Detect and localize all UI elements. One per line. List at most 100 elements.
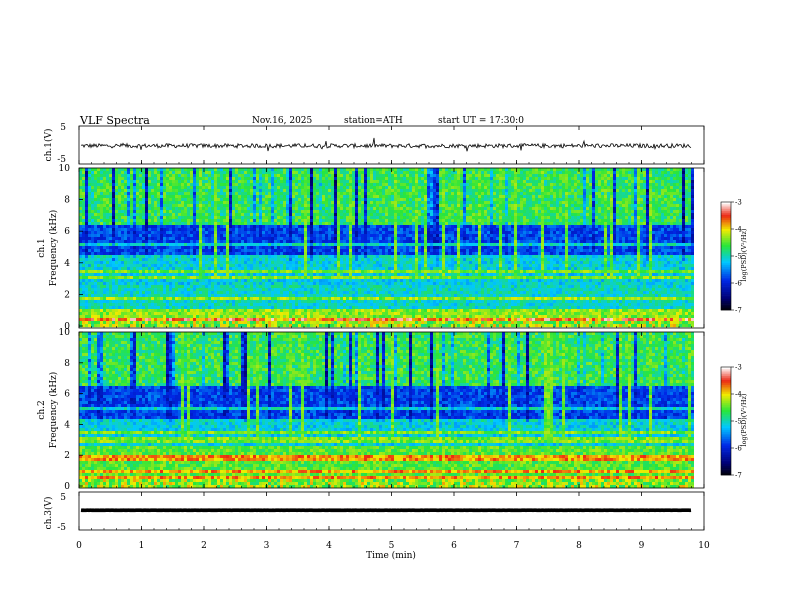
ch1-spectrogram-cell: [256, 171, 259, 175]
ch1-spectrogram-cell: [226, 228, 229, 232]
ch1-spectrogram-cell: [178, 312, 181, 316]
ch1-spectrogram-cell: [211, 225, 214, 229]
ch1-spectrogram-cell: [337, 189, 340, 193]
ch1-spectrogram-cell: [253, 225, 256, 229]
ch1-spectrogram-cell: [187, 273, 190, 277]
ch1-spectrogram-cell: [133, 252, 136, 256]
ch1-spectrogram-cell: [196, 264, 199, 268]
ch1-spectrogram-cell: [163, 258, 166, 262]
ch1-spectrogram-cell: [97, 252, 100, 256]
ch1-spectrogram-cell: [262, 273, 265, 277]
ch1-spectrogram-cell: [286, 276, 289, 280]
ch1-spectrogram-cell: [208, 189, 211, 193]
ch1-spectrogram-cell: [361, 168, 364, 172]
ch1-spectrogram-cell: [199, 303, 202, 307]
ch1-spectrogram-cell: [160, 294, 163, 298]
ch1-spectrogram-cell: [256, 267, 259, 271]
ch1-spectrogram-cell: [157, 321, 160, 325]
ch1-spectrogram-cell: [295, 297, 298, 301]
ch1-spectrogram-cell: [166, 249, 169, 253]
ch1-spectrogram-cell: [304, 312, 307, 316]
ch1-spectrogram-cell: [166, 276, 169, 280]
ch1-spectrogram-cell: [91, 258, 94, 262]
ch1-spectrogram-cell: [247, 273, 250, 277]
ch1-spectrogram-cell: [181, 264, 184, 268]
ch1-spectrogram-cell: [91, 297, 94, 301]
ch1-spectrogram-cell: [214, 186, 217, 190]
ch1-spectrogram-cell: [184, 315, 187, 319]
ch1-spectrogram-cell: [181, 294, 184, 298]
ch1-spectrogram-cell: [346, 240, 349, 244]
ch1-spectrogram-cell: [145, 213, 148, 217]
ch1-spectrogram-cell: [82, 294, 85, 298]
ch1-spectrogram-cell: [148, 264, 151, 268]
ch1-spectrogram-cell: [256, 168, 259, 172]
ch1-spectrogram-cell: [163, 231, 166, 235]
ch1-spectrogram-cell: [331, 258, 334, 262]
ch1-spectrogram-cell: [277, 213, 280, 217]
ch1-spectrogram-cell: [238, 282, 241, 286]
ch1-spectrogram-cell: [205, 201, 208, 205]
ch1-spectrogram-cell: [133, 294, 136, 298]
ch1-spectrogram-cell: [307, 303, 310, 307]
ch1-spectrogram-cell: [85, 318, 88, 322]
ch1-spectrogram-cell: [85, 186, 88, 190]
ch1-spectrogram-cell: [100, 231, 103, 235]
ch1-spectrogram-cell: [283, 240, 286, 244]
ch1-spectrogram-cell: [241, 204, 244, 208]
ch1-spectrogram-cell: [85, 237, 88, 241]
ch1-spectrogram-cell: [136, 273, 139, 277]
ch1-spectrogram-cell: [169, 285, 172, 289]
ch1-spectrogram-cell: [211, 204, 214, 208]
ch1-spectrogram-cell: [196, 279, 199, 283]
ch1-spectrogram-cell: [292, 195, 295, 199]
ch1-spectrogram-cell: [169, 213, 172, 217]
ch1-spectrogram-cell: [301, 243, 304, 247]
ch1-spectrogram-cell: [124, 261, 127, 265]
ch1-spectrogram-cell: [232, 318, 235, 322]
ch1-spectrogram-cell: [196, 183, 199, 187]
ch1-spectrogram-cell: [130, 228, 133, 232]
ch1-spectrogram-cell: [199, 279, 202, 283]
ch1-spectrogram-cell: [358, 237, 361, 241]
ch1-spectrogram-cell: [301, 249, 304, 253]
ch1-spectrogram-cell: [109, 171, 112, 175]
ch1-spectrogram-cell: [82, 168, 85, 172]
ch1-spectrogram-cell: [106, 255, 109, 259]
ch1-spectrogram-cell: [313, 306, 316, 310]
ch1-spectrogram-cell: [178, 240, 181, 244]
ch1-spectrogram-cell: [193, 201, 196, 205]
ch1-spectrogram-cell: [163, 225, 166, 229]
ch1-spectrogram-cell: [109, 318, 112, 322]
ch1-spectrogram-cell: [262, 297, 265, 301]
ch1-spectrogram-cell: [118, 273, 121, 277]
ch1-spectrogram-cell: [154, 291, 157, 295]
ch1-spectrogram-cell: [349, 294, 352, 298]
ch1-spectrogram-cell: [205, 174, 208, 178]
ch1-spectrogram-cell: [358, 249, 361, 253]
ch1-spectrogram-cell: [217, 222, 220, 226]
ch1-spectrogram-cell: [127, 255, 130, 259]
ch1-spectrogram-cell: [121, 240, 124, 244]
ch1-spectrogram-cell: [151, 282, 154, 286]
ch1-spectrogram-cell: [79, 174, 82, 178]
ch1-spectrogram-cell: [316, 297, 319, 301]
ch1-spectrogram-cell: [280, 309, 283, 313]
ch1-spectrogram-cell: [109, 192, 112, 196]
ch1-spectrogram-cell: [184, 276, 187, 280]
ch1-spectrogram-cell: [151, 213, 154, 217]
ch1-spectrogram-cell: [184, 261, 187, 265]
ch1-spectrogram-cell: [220, 276, 223, 280]
ch1-spectrogram-cell: [145, 285, 148, 289]
ch1-spectrogram-cell: [298, 177, 301, 181]
ch1-spectrogram-cell: [148, 240, 151, 244]
ch1-spectrogram-cell: [295, 246, 298, 250]
ch1-spectrogram-cell: [286, 225, 289, 229]
ch1-spectrogram-cell: [82, 279, 85, 283]
ch1-spectrogram-cell: [235, 255, 238, 259]
ch1-spectrogram-cell: [121, 237, 124, 241]
ch1-spectrogram-cell: [355, 324, 358, 328]
ch1-spectrogram-cell: [166, 213, 169, 217]
ch1-spectrogram-cell: [241, 285, 244, 289]
ch1-spectrogram-cell: [208, 246, 211, 250]
